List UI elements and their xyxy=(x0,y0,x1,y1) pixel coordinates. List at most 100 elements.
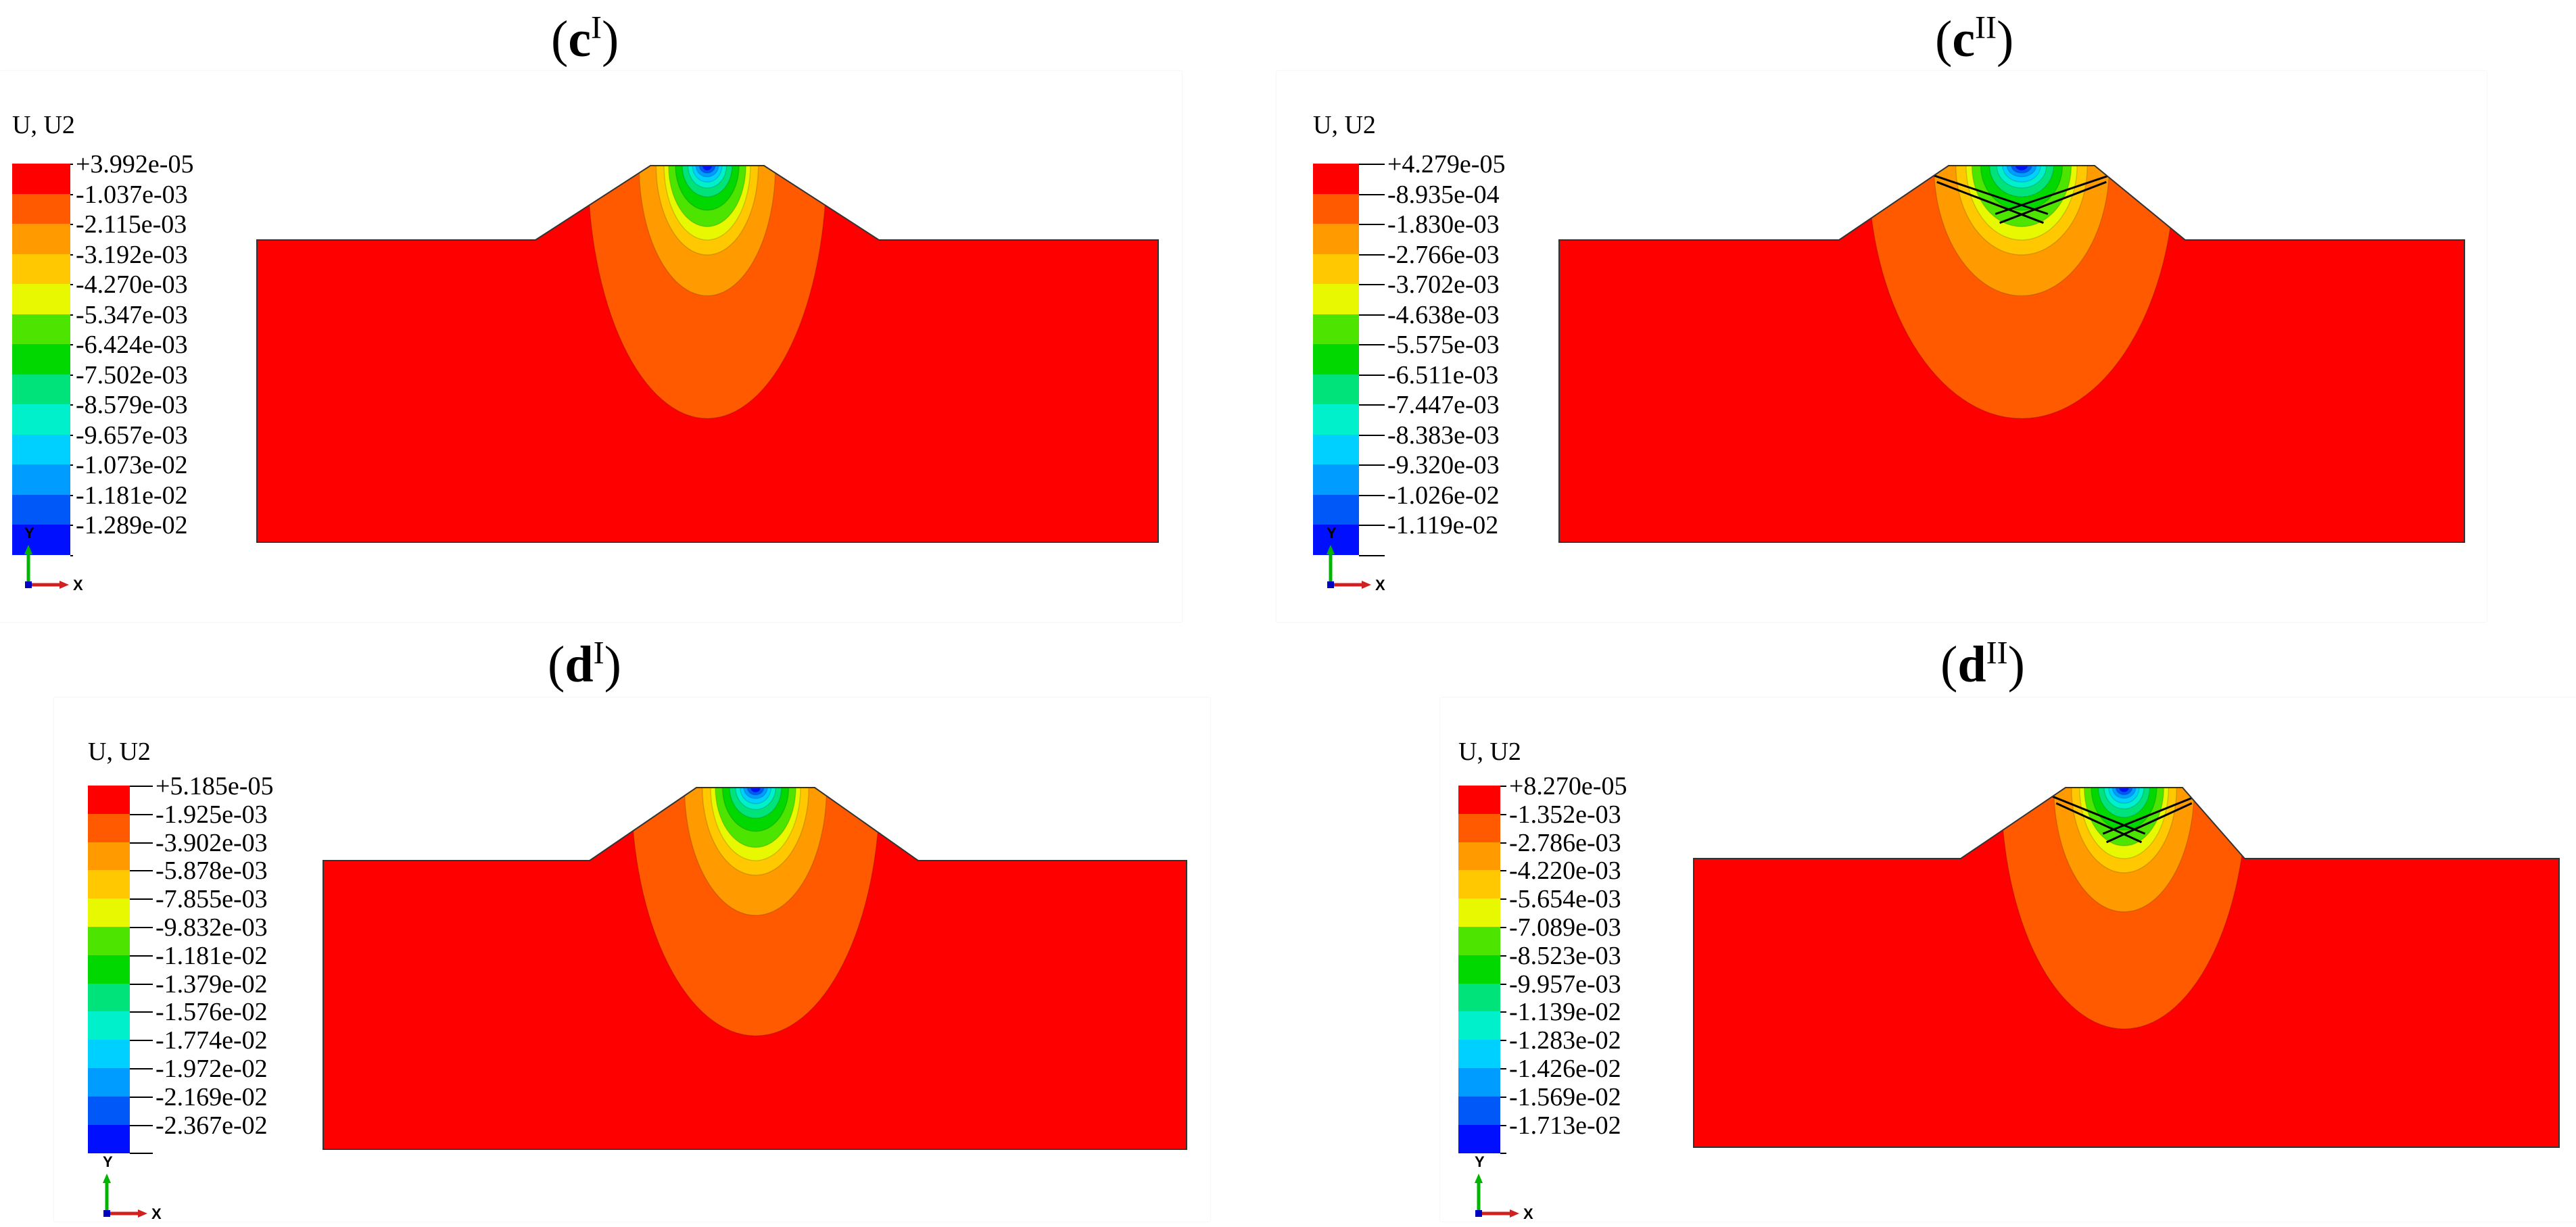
contour-band xyxy=(2015,166,2028,171)
legend-swatch xyxy=(1313,434,1359,465)
contour-band xyxy=(746,788,765,796)
legend-swatch xyxy=(12,494,70,525)
legend-swatch xyxy=(88,786,130,814)
legend-label: -4.220e-03 xyxy=(1509,857,1621,886)
legend-tick xyxy=(1500,955,1506,957)
legend-tick xyxy=(130,1068,153,1069)
legend-label: -9.320e-03 xyxy=(1387,451,1500,479)
legend-label: -4.270e-03 xyxy=(76,270,188,299)
legend-tick xyxy=(70,224,73,225)
legend-swatch xyxy=(1313,525,1359,555)
legend-tick xyxy=(1359,164,1385,165)
legend-tick xyxy=(130,927,153,928)
contour-bands xyxy=(1867,166,2176,419)
legend-tick xyxy=(70,464,73,466)
legend-tick xyxy=(130,1096,153,1098)
legend-label: +3.992e-05 xyxy=(76,150,194,178)
legend-swatch xyxy=(1458,1096,1500,1125)
legend-swatch xyxy=(1313,284,1359,314)
axis-y-label: Y xyxy=(1327,525,1337,542)
legend-swatch xyxy=(1313,193,1359,224)
legend-label: -7.447e-03 xyxy=(1387,391,1500,419)
legend-label: -3.192e-03 xyxy=(76,240,188,269)
legend-swatch xyxy=(12,224,70,254)
reinforcement-layer xyxy=(1930,173,2049,215)
panel-title-dI: (dI) xyxy=(548,635,621,693)
legend-label: -3.902e-03 xyxy=(156,828,268,857)
legend-label: -1.037e-03 xyxy=(76,180,188,209)
legend-label: -7.855e-03 xyxy=(156,885,268,914)
legend-swatch xyxy=(1313,374,1359,405)
legend-tick xyxy=(70,554,73,556)
legend-swatch xyxy=(12,344,70,375)
legend-tick xyxy=(1500,1124,1506,1126)
legend-tick xyxy=(1359,434,1385,436)
legend-swatch xyxy=(1458,983,1500,1012)
legend-label: -6.424e-03 xyxy=(76,331,188,359)
legend-tick xyxy=(1359,193,1385,195)
legend-label: -6.511e-03 xyxy=(1387,360,1499,389)
legend-label: -8.579e-03 xyxy=(76,391,188,419)
legend-tick xyxy=(1359,254,1385,256)
legend-tick xyxy=(1500,1011,1506,1013)
legend-swatch xyxy=(88,898,130,928)
legend-label: -8.935e-04 xyxy=(1387,180,1500,209)
legend-tick xyxy=(130,813,153,815)
legend-tick xyxy=(70,494,73,496)
legend-swatch xyxy=(88,842,130,871)
legend-label: -1.119e-02 xyxy=(1387,511,1499,539)
legend-label: -1.774e-02 xyxy=(156,1026,268,1055)
legend-label: -2.786e-03 xyxy=(1509,828,1621,857)
legend-swatch xyxy=(1313,314,1359,345)
legend-label: -8.383e-03 xyxy=(1387,420,1500,450)
legend-tick xyxy=(70,254,73,256)
axis-x-label: X xyxy=(1375,577,1385,594)
legend-swatch xyxy=(1458,870,1500,899)
contour-band xyxy=(2115,788,2133,796)
model-outline xyxy=(256,165,1159,543)
legend-swatch xyxy=(88,983,130,1012)
legend-label: -2.169e-02 xyxy=(156,1082,268,1111)
legend-swatch xyxy=(1458,1068,1500,1097)
legend-tick xyxy=(1500,1153,1506,1155)
axis-y-label: Y xyxy=(103,1153,113,1170)
legend-swatch xyxy=(88,1040,130,1069)
legend-swatch xyxy=(1313,254,1359,285)
legend-label: -1.283e-02 xyxy=(1509,1026,1621,1055)
model-outline xyxy=(1693,787,2560,1148)
legend-label: -5.347e-03 xyxy=(76,300,188,329)
legend-tick xyxy=(130,983,153,985)
panel-title-dII: (dII) xyxy=(1940,635,2025,693)
legend-swatch xyxy=(12,404,70,435)
legend-tick xyxy=(70,284,73,285)
legend-label: -2.367e-02 xyxy=(156,1111,268,1140)
legend-tick xyxy=(130,1153,153,1155)
legend-tick xyxy=(1500,983,1506,985)
legend-label: +4.279e-05 xyxy=(1387,150,1506,178)
legend-tick xyxy=(1500,813,1506,815)
legend-label: -7.089e-03 xyxy=(1509,913,1621,942)
legend-label: -1.830e-03 xyxy=(1387,210,1500,239)
legend-swatch xyxy=(88,870,130,899)
contour-band xyxy=(695,166,719,178)
reinforcement-layer xyxy=(1999,181,2107,224)
legend-swatch xyxy=(88,955,130,984)
legend-label: -3.702e-03 xyxy=(1387,270,1500,299)
legend-tick xyxy=(130,898,153,900)
legend-swatch xyxy=(1458,1011,1500,1040)
legend-swatch xyxy=(1313,464,1359,495)
contour-band xyxy=(2011,166,2032,174)
contour-band xyxy=(2112,788,2137,799)
contour-band xyxy=(2006,166,2037,178)
legend-swatch xyxy=(12,193,70,224)
legend-tick xyxy=(1500,1068,1506,1069)
legend-tick xyxy=(1359,554,1385,556)
reinforcement-layer xyxy=(2051,795,2146,835)
contour-band xyxy=(2118,788,2130,793)
